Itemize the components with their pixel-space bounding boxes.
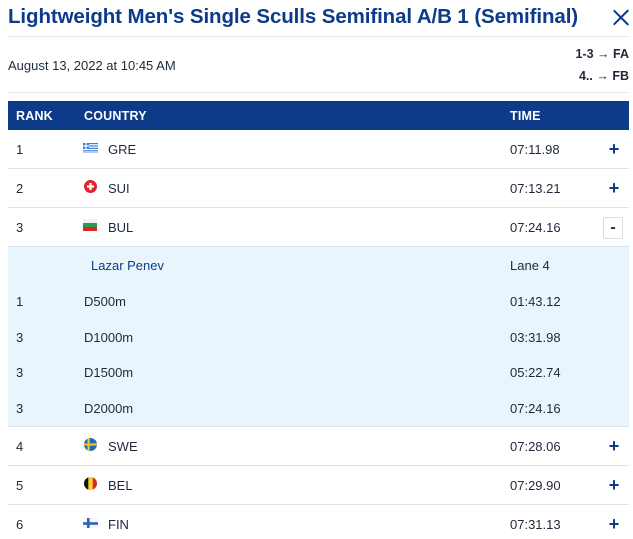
- time-cell: 07:31.13: [510, 516, 561, 532]
- split-rank: 3: [16, 329, 24, 345]
- country-code: SWE: [108, 438, 138, 454]
- page-title: Lightweight Men's Single Sculls Semifina…: [8, 5, 579, 28]
- country-code: SUI: [108, 181, 130, 196]
- split-time: 01:43.12: [510, 293, 561, 309]
- split-row: 3 D2000m 07:24.16: [8, 390, 629, 426]
- header-divider-2: [8, 92, 629, 93]
- table-row[interactable]: 2 SUI 07:13.21 +: [8, 169, 629, 208]
- split-rank: 1: [16, 293, 24, 309]
- split-rank: 3: [16, 401, 24, 417]
- bulgaria-flag-icon: [83, 219, 97, 231]
- split-row: 3 D1000m 03:31.98: [8, 319, 629, 355]
- race-date: August 13, 2022 at 10:45 AM: [8, 58, 176, 73]
- switzerland-flag-icon: [84, 180, 97, 193]
- close-icon[interactable]: [611, 7, 631, 27]
- country-code: FIN: [108, 516, 129, 532]
- country-code: BEL: [108, 477, 133, 493]
- athlete-name-link[interactable]: Lazar Penev: [91, 258, 164, 273]
- time-cell: 07:24.16: [510, 220, 561, 235]
- rank-cell: 2: [16, 181, 24, 196]
- sweden-flag-icon: [84, 437, 97, 451]
- progression-fa: 1-3 → FA: [575, 47, 630, 61]
- rank-cell: 1: [16, 142, 24, 157]
- split-row: 1 D500m 01:43.12: [8, 283, 629, 319]
- country-code: GRE: [108, 142, 137, 157]
- expand-button[interactable]: +: [608, 139, 620, 159]
- split-distance: D2000m: [84, 401, 134, 417]
- rank-cell: 5: [16, 477, 24, 493]
- lane-label: Lane 4: [510, 258, 550, 273]
- split-distance: D500m: [84, 293, 126, 309]
- time-cell: 07:29.90: [510, 477, 561, 493]
- collapse-button[interactable]: -: [603, 217, 623, 239]
- split-time: 03:31.98: [510, 329, 561, 345]
- greece-flag-icon: [83, 142, 98, 153]
- belgium-flag-icon: [84, 476, 97, 490]
- progression-fb: 4.. → FB: [578, 69, 629, 83]
- split-rank: 3: [16, 365, 24, 381]
- table-row[interactable]: 6 FIN 07:31.13 +: [8, 505, 629, 539]
- table-row[interactable]: 3 BUL 07:24.16 -: [8, 208, 629, 247]
- split-time: 07:24.16: [510, 401, 561, 417]
- athlete-row: Lazar Penev Lane 4: [8, 247, 629, 283]
- rank-cell: 4: [16, 438, 24, 454]
- time-cell: 07:28.06: [510, 438, 561, 454]
- expand-button[interactable]: +: [608, 513, 620, 534]
- table-row[interactable]: 1 GRE 07:11.98 +: [8, 130, 629, 169]
- split-distance: D1500m: [84, 365, 134, 381]
- expand-button[interactable]: +: [608, 178, 620, 198]
- split-distance: D1000m: [84, 329, 134, 345]
- column-header-time: TIME: [510, 109, 541, 123]
- rank-cell: 6: [16, 516, 24, 532]
- header-divider: [8, 36, 629, 37]
- expanded-details: Lazar Penev Lane 4 1 D500m 01:43.12 3 D1…: [8, 247, 629, 427]
- table-header: RANK COUNTRY TIME: [8, 101, 629, 130]
- results-table: RANK COUNTRY TIME 1 GRE 07:11.98 + 2: [8, 101, 629, 539]
- column-header-rank: RANK: [16, 109, 53, 123]
- expand-button[interactable]: +: [608, 474, 620, 495]
- table-row[interactable]: 4 SWE 07:28.06 +: [8, 427, 629, 466]
- column-header-country: COUNTRY: [84, 109, 147, 123]
- table-row[interactable]: 5 BEL 07:29.90 +: [8, 466, 629, 505]
- split-row: 3 D1500m 05:22.74: [8, 354, 629, 390]
- finland-flag-icon: [83, 517, 98, 528]
- time-cell: 07:11.98: [510, 142, 560, 157]
- country-code: BUL: [108, 220, 134, 235]
- title-bar: Lightweight Men's Single Sculls Semifina…: [8, 5, 632, 33]
- expand-button[interactable]: +: [608, 435, 620, 456]
- rank-cell: 3: [16, 220, 24, 235]
- time-cell: 07:13.21: [510, 181, 561, 196]
- split-time: 05:22.74: [510, 365, 561, 381]
